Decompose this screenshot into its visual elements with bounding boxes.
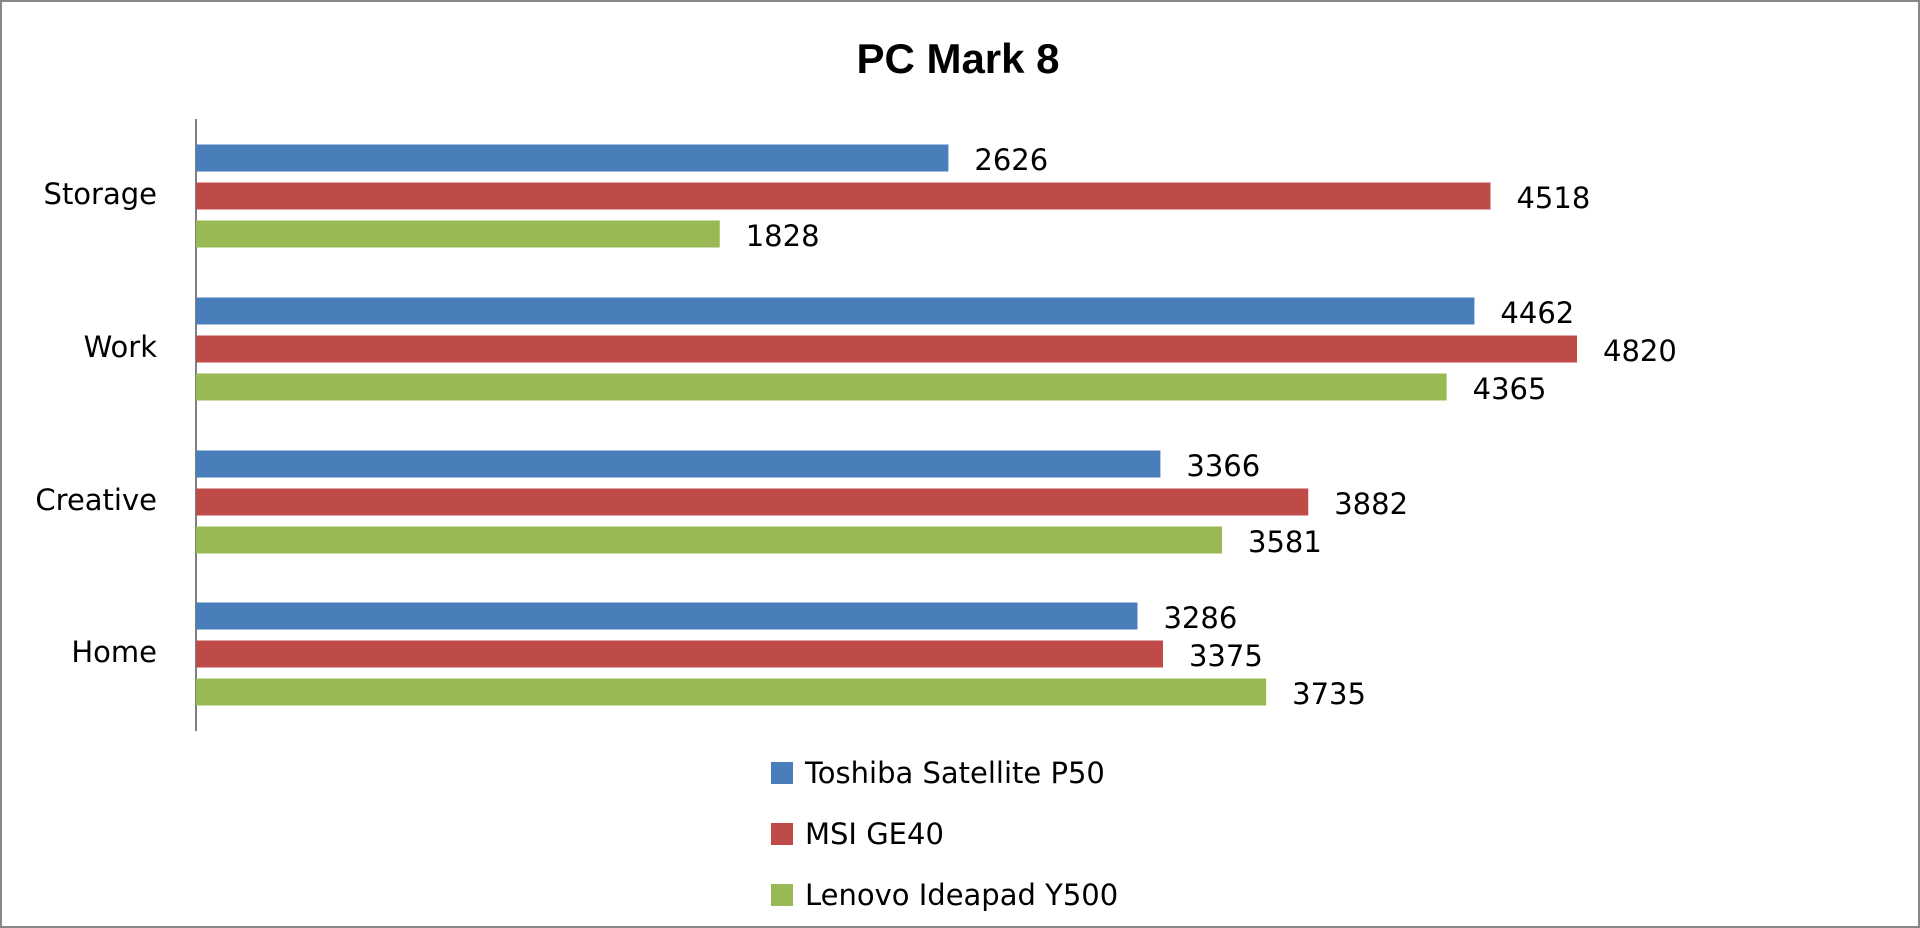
data-label: 3286: [1163, 601, 1237, 635]
data-label: 2626: [974, 143, 1048, 177]
chart-title: PC Mark 8: [856, 35, 1059, 82]
category-label: Storage: [44, 177, 157, 211]
bar: [196, 640, 1163, 668]
category-label: Creative: [35, 483, 157, 517]
legend-swatch: [771, 884, 793, 906]
category-label: Work: [84, 330, 158, 364]
data-label: 3375: [1189, 639, 1263, 673]
legend-label: Lenovo Ideapad Y500: [805, 878, 1118, 912]
data-label: 4820: [1603, 334, 1677, 368]
legend-swatch: [771, 823, 793, 845]
bar: [196, 450, 1161, 478]
legend-label: MSI GE40: [805, 817, 944, 851]
data-label: 4518: [1516, 181, 1590, 215]
bar: [196, 297, 1475, 325]
bar: [196, 182, 1491, 210]
category-label: Home: [71, 635, 157, 669]
data-label: 4462: [1500, 296, 1574, 330]
data-label: 3735: [1292, 677, 1366, 711]
data-label: 3366: [1186, 449, 1260, 483]
data-label: 3882: [1334, 487, 1408, 521]
bar: [196, 602, 1138, 630]
data-label: 3581: [1248, 525, 1322, 559]
bar: [196, 144, 949, 172]
legend-label: Toshiba Satellite P50: [804, 756, 1105, 790]
bar: [196, 526, 1223, 554]
bar: [196, 373, 1447, 401]
data-label: 1828: [746, 219, 820, 253]
bar: [196, 488, 1309, 516]
legend-swatch: [771, 762, 793, 784]
bar: [196, 220, 720, 248]
bar: [196, 678, 1267, 706]
data-label: 4365: [1473, 372, 1547, 406]
bar: [196, 335, 1577, 363]
